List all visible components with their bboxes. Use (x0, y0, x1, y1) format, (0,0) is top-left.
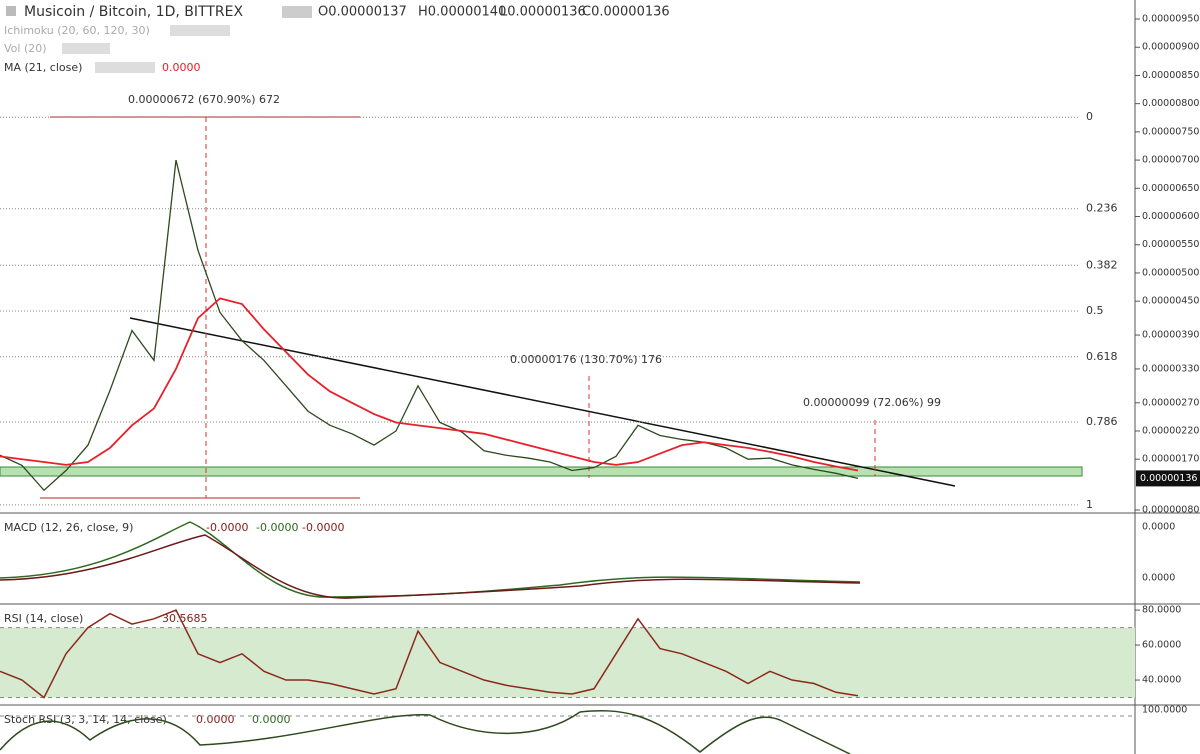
ohlc-open: O0.00000137 (318, 5, 407, 20)
stoch-value: 0.0000 (252, 713, 291, 726)
y-tick-label: 0.00000500 (1142, 267, 1199, 278)
y-tick-label: 0.00000900 (1142, 42, 1199, 53)
stoch-value: 0.0000 (196, 713, 235, 726)
rsi-tick-label: 40.0000 (1142, 675, 1181, 686)
annotation: 0.00000099 (72.06%) 99 (803, 396, 941, 409)
study-buttons[interactable] (170, 25, 230, 36)
price-line (0, 159, 859, 492)
stoch-tick-label: 100.0000 (1142, 705, 1187, 716)
last-price-label: 0.00000136 (1140, 473, 1197, 484)
y-tick-label: 0.00000390 (1142, 330, 1199, 341)
annotation: 0.00000176 (130.70%) 176 (510, 353, 662, 366)
symbol-title: Musicoin / Bitcoin, 1D, BITTREX (24, 4, 243, 20)
moving-average (0, 297, 859, 472)
study-buttons[interactable] (282, 6, 312, 18)
study-buttons[interactable] (95, 62, 155, 73)
fib-label: 0.786 (1086, 415, 1118, 428)
macd-tick-label: 0.0000 (1142, 522, 1175, 533)
signal-line (0, 534, 861, 599)
ohlc-low: L0.00000136 (500, 5, 586, 20)
rsi-tick-label: 80.0000 (1142, 605, 1181, 616)
rsi-value: 30.5685 (162, 612, 208, 625)
y-tick-label: 0.00000850 (1142, 70, 1199, 81)
study-label: MA (21, close) (4, 61, 82, 74)
support-zone (0, 466, 1083, 477)
macd-label: MACD (12, 26, close, 9) (4, 521, 133, 534)
fib-label: 1 (1086, 498, 1093, 511)
y-tick-label: 0.00000170 (1142, 454, 1199, 465)
collapse-icon[interactable] (6, 6, 16, 16)
study-value: 0.0000 (162, 61, 201, 74)
stoch-line (0, 710, 851, 754)
y-tick-label: 0.00000800 (1142, 98, 1199, 109)
y-tick-label: 0.00000650 (1142, 183, 1199, 194)
macd-tick-label: 0.0000 (1142, 573, 1175, 584)
macd-value: -0.0000 (302, 521, 344, 534)
macd-value: -0.0000 (256, 521, 298, 534)
study-label: Vol (20) (4, 42, 47, 55)
y-tick-label: 0.00000600 (1142, 211, 1199, 222)
fib-label: 0.618 (1086, 350, 1118, 363)
ohlc-high: H0.00000140 (418, 5, 506, 20)
macd-line (0, 521, 861, 598)
study-buttons[interactable] (62, 43, 110, 54)
rsi-tick-label: 60.0000 (1142, 640, 1181, 651)
last-price-badge (1136, 470, 1200, 487)
y-tick-label: 0.00000450 (1142, 296, 1199, 307)
y-tick-label: 0.00000220 (1142, 425, 1199, 436)
fib-label: 0.382 (1086, 258, 1118, 271)
rsi-label: RSI (14, close) (4, 612, 83, 625)
y-tick-label: 0.00000950 (1142, 14, 1199, 25)
trend-line (129, 317, 956, 487)
macd-value: -0.0000 (206, 521, 248, 534)
fib-label: 0 (1086, 110, 1093, 123)
fib-label: 0.236 (1086, 202, 1118, 215)
y-tick-label: 0.00000750 (1142, 126, 1199, 137)
ohlc-close: C0.00000136 (582, 5, 670, 20)
annotation: 0.00000672 (670.90%) 672 (128, 93, 280, 106)
stoch-label: Stoch RSI (3, 3, 14, 14, close) (4, 713, 167, 726)
rsi-line (0, 609, 859, 699)
rsi-band (0, 627, 1135, 698)
y-tick-label: 0.00000550 (1142, 239, 1199, 250)
y-tick-label: 0.00000080 (1142, 505, 1199, 516)
fib-label: 0.5 (1086, 304, 1104, 317)
y-tick-label: 0.00000330 (1142, 363, 1199, 374)
y-tick-label: 0.00000700 (1142, 155, 1199, 166)
y-tick-label: 0.00000270 (1142, 397, 1199, 408)
study-label: Ichimoku (20, 60, 120, 30) (4, 24, 150, 37)
